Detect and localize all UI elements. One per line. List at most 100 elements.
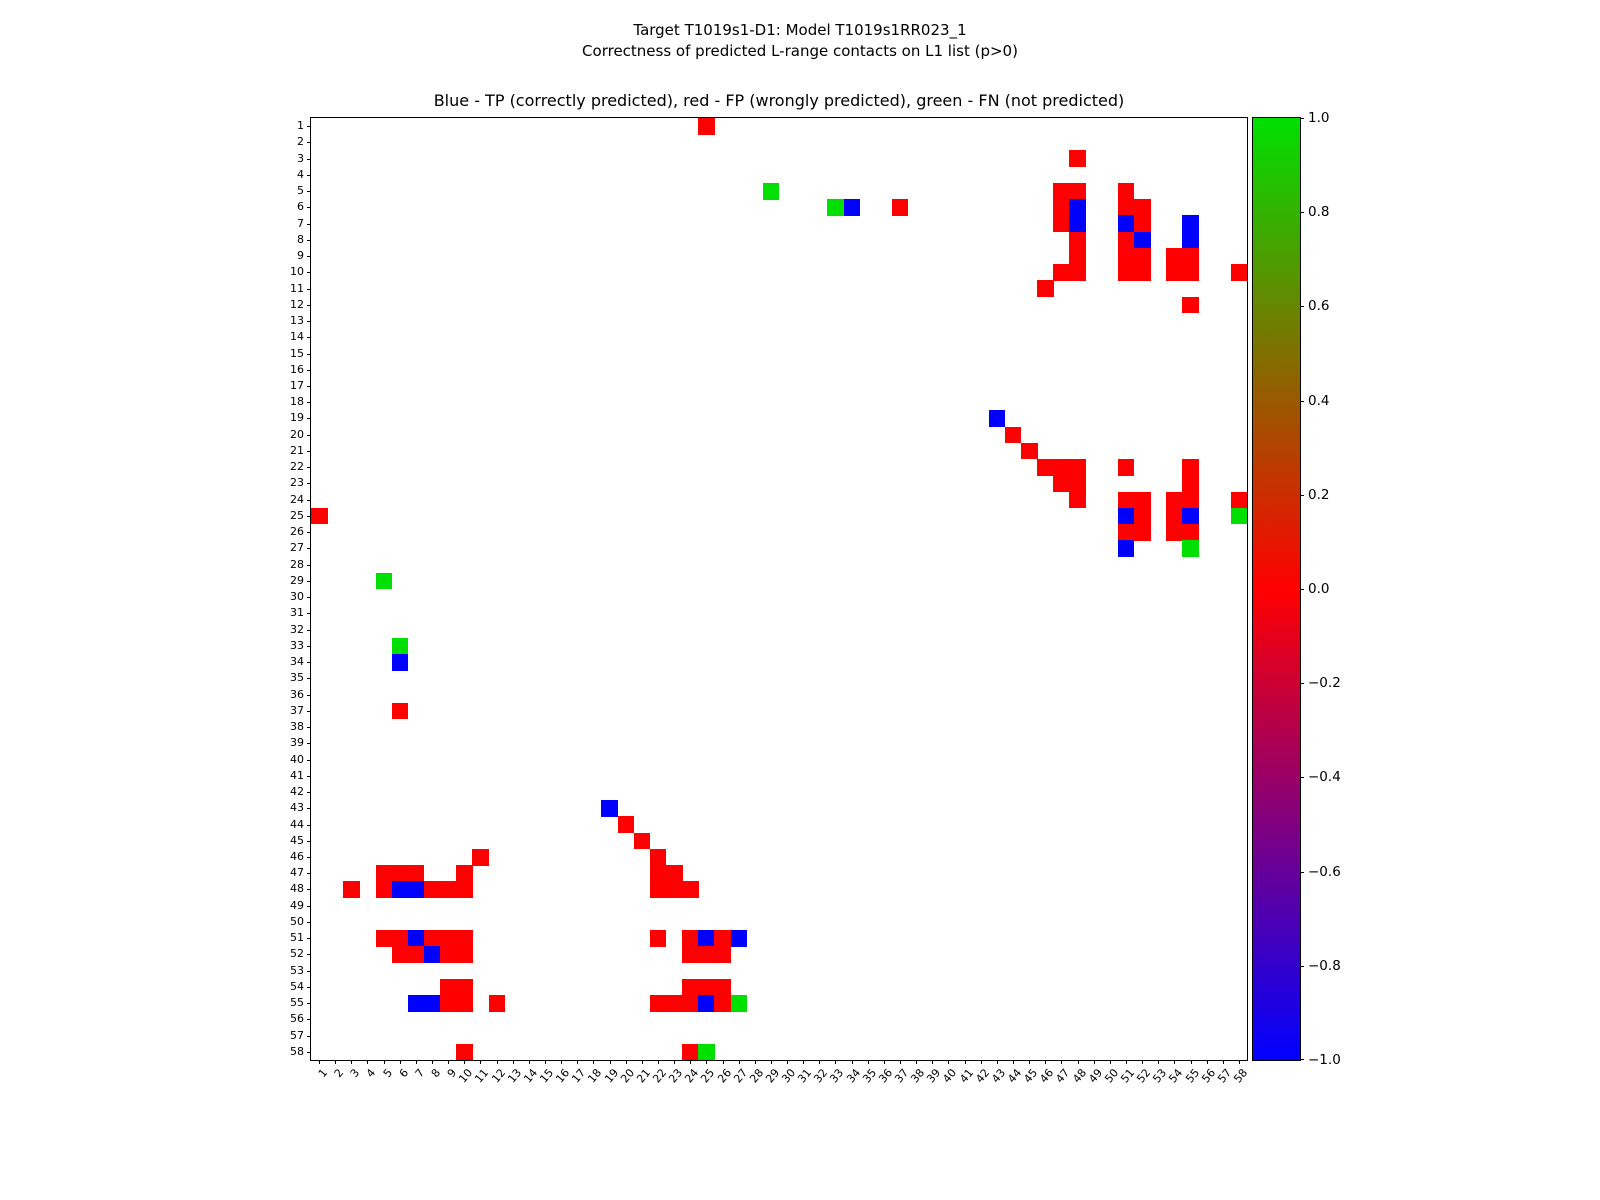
y-tick-mark [307, 321, 311, 323]
y-tick-label: 22 [290, 460, 304, 474]
y-tick-label: 14 [290, 330, 304, 344]
heatmap-cell [698, 946, 715, 963]
heatmap-cell [1182, 507, 1199, 525]
x-tick-mark [1174, 1060, 1176, 1064]
heatmap-cell [456, 978, 473, 996]
heatmap-cell [988, 410, 1006, 427]
heatmap-cell [649, 930, 667, 947]
colorbar-tick-label: 0.2 [1308, 486, 1330, 503]
heatmap-cell [1069, 150, 1086, 168]
y-tick-mark [307, 337, 311, 339]
y-tick-mark [307, 369, 311, 371]
y-tick-mark [307, 434, 311, 436]
colorbar-tick-mark [1300, 1059, 1304, 1060]
x-tick-mark [577, 1060, 579, 1064]
y-tick-label: 39 [290, 736, 304, 750]
heatmap-cell [1166, 491, 1183, 509]
heatmap-cell [633, 832, 651, 850]
heatmap-cell [472, 848, 489, 866]
heatmap-cell [1166, 264, 1183, 281]
x-tick-mark [1222, 1060, 1224, 1064]
heatmap-cell [1053, 459, 1070, 476]
x-tick-mark [851, 1060, 853, 1064]
y-tick-label: 15 [290, 346, 304, 360]
heatmap-cell [1069, 475, 1086, 492]
y-tick-mark [307, 174, 311, 176]
y-tick-mark [307, 207, 311, 209]
y-tick-label: 57 [290, 1028, 304, 1042]
heatmap-cell [698, 1043, 715, 1061]
y-tick-mark [307, 840, 311, 842]
heatmap-cell [1134, 507, 1151, 525]
heatmap-cell [488, 995, 506, 1012]
y-tick-label: 9 [297, 249, 304, 263]
y-tick-mark [307, 613, 311, 615]
y-tick-mark [307, 272, 311, 274]
x-tick-mark [335, 1060, 337, 1064]
heatmap-cell [1182, 231, 1199, 249]
colorbar-tick-label: −0.4 [1308, 769, 1341, 786]
colorbar-tick-label: 0.4 [1308, 392, 1330, 409]
x-tick-mark [432, 1060, 434, 1064]
heatmap-cell [440, 978, 457, 996]
x-tick-mark [464, 1060, 466, 1064]
x-tick-mark [657, 1060, 659, 1064]
y-tick-label: 8 [297, 232, 304, 246]
plot-area: 1 1 2 2 3 3 4 4 5 5 6 6 7 7 8 8 9 9 10 10 11 11 12 12 13 13 14 14 15… [290, 117, 1250, 1085]
heatmap-cell [649, 881, 667, 898]
colorbar-tick-mark [1300, 400, 1304, 402]
y-tick-mark [307, 483, 311, 485]
y-tick-mark [307, 986, 311, 988]
y-tick-label: 41 [290, 768, 304, 782]
y-tick-label: 20 [290, 427, 304, 441]
heatmap-cell [407, 930, 425, 947]
heatmap-cell [601, 800, 618, 817]
heatmap-cell [1069, 264, 1086, 281]
colorbar-tick-mark [1300, 118, 1304, 119]
heatmap-cell [682, 995, 699, 1012]
y-tick-label: 33 [290, 638, 304, 652]
heatmap-cell [649, 848, 667, 866]
y-tick-label: 11 [290, 281, 304, 295]
y-tick-label: 23 [290, 476, 304, 490]
x-tick-mark [690, 1060, 692, 1064]
heatmap-cell [682, 930, 699, 947]
x-tick-mark [448, 1060, 450, 1064]
x-tick-mark [1061, 1060, 1063, 1064]
heatmap-cell [1166, 247, 1183, 265]
y-tick-label: 53 [290, 963, 304, 977]
y-tick-mark [307, 678, 311, 680]
x-tick-mark [883, 1060, 885, 1064]
heatmap-cell [1182, 296, 1199, 314]
heatmap-cell [456, 995, 473, 1012]
x-tick-mark [835, 1060, 837, 1064]
heatmap-cell [682, 946, 699, 963]
heatmap-cell [698, 930, 715, 947]
heatmap-cell [1166, 507, 1183, 525]
colorbar-tick-label: 1.0 [1308, 110, 1330, 126]
x-tick-mark [964, 1060, 966, 1064]
figure-title: Target T1019s1-D1: Model T1019s1RR023_1 … [0, 20, 1600, 62]
heatmap-cell [391, 946, 409, 963]
heatmap-cell [1069, 199, 1086, 216]
heatmap-cell [827, 199, 844, 216]
heatmap-cell [666, 995, 683, 1012]
axes-title: Blue - TP (correctly predicted), red - F… [433, 91, 1125, 110]
heatmap-cell [1117, 215, 1135, 233]
x-tick-mark [1109, 1060, 1111, 1064]
y-tick-mark [307, 1051, 311, 1053]
y-tick-mark [307, 662, 311, 664]
heatmap-cell [1182, 215, 1199, 233]
heatmap-cell [714, 946, 731, 963]
y-tick-label: 6 [297, 200, 304, 214]
x-tick-mark [867, 1060, 869, 1064]
x-tick-mark [1013, 1060, 1014, 1064]
x-tick-mark [1238, 1060, 1240, 1064]
y-tick-mark [307, 304, 311, 306]
heatmap-cell [423, 881, 441, 898]
y-tick-label: 28 [290, 557, 304, 571]
heatmap-cell [1117, 491, 1135, 509]
heatmap-cell [1182, 459, 1199, 476]
heatmap-cell [407, 865, 425, 882]
heatmap-cell [1053, 264, 1070, 281]
